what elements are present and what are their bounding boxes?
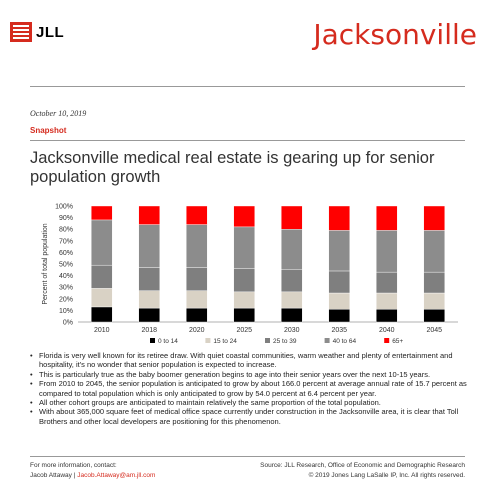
y-axis-title: Percent of total population (42, 223, 49, 304)
footer-contact: For more information, contact: Jacob Att… (30, 461, 155, 481)
bar-segment (233, 226, 255, 269)
bar-segment (328, 230, 350, 272)
bar-segment (281, 229, 303, 270)
bullet-item: Florida is very well known for its retir… (30, 351, 475, 370)
bullet-list: Florida is very well known for its retir… (30, 351, 475, 426)
y-tick-label: 90% (59, 215, 73, 222)
bar-segment (91, 205, 113, 221)
bar-segment (423, 292, 445, 310)
legend-label: 15 to 24 (213, 338, 237, 345)
bar-segment (376, 292, 398, 310)
contact-separator: | (73, 472, 76, 479)
population-chart: 0% 10% 20% 30% 40% 50% 60% 70% 80% 90% 100% Percent… (42, 204, 458, 345)
contact-email-link[interactable]: Jacob.Attaway@am.jll.com (77, 472, 156, 479)
bar-segment (281, 269, 303, 293)
bullet-item: This is particularly true as the baby bo… (30, 370, 475, 380)
legend-swatch (265, 338, 270, 343)
x-tick-label: 2040 (379, 327, 395, 334)
source-text: Source: JLL Research, Office of Economic… (260, 462, 465, 469)
bar-segment (186, 307, 208, 323)
x-tick-label: 2018 (141, 327, 157, 334)
bar-segment (328, 292, 350, 310)
x-tick-label: 2020 (189, 327, 205, 334)
jll-logo: JLL (10, 22, 64, 42)
report-date: October 10, 2019 (30, 109, 87, 118)
bar-segment (91, 288, 113, 308)
bar-segment (376, 309, 398, 323)
y-tick-label: 30% (59, 285, 73, 292)
bar-segment (138, 307, 160, 323)
bar-segment (423, 309, 445, 323)
x-tick-label: 2045 (426, 327, 442, 334)
contact-label: For more information, contact: (30, 462, 117, 469)
bar-segment (423, 271, 445, 294)
bullet-item: All other cohort groups are anticipated … (30, 398, 475, 408)
bar-segment (328, 270, 350, 294)
x-tick-label: 2030 (284, 327, 300, 334)
legend-swatch (205, 338, 211, 343)
bar-segment (423, 205, 445, 231)
jll-logo-mark (10, 22, 32, 42)
bullet-item: From 2010 to 2045, the senior population… (30, 379, 475, 398)
bar-segment (233, 307, 255, 323)
copyright-text: © 2019 Jones Lang LaSalle IP, Inc. All r… (308, 472, 465, 479)
legend-label: 65+ (392, 338, 403, 345)
legend-swatch (384, 338, 390, 343)
y-tick-label: 60% (59, 250, 73, 257)
legend-label: 40 to 64 (333, 338, 357, 345)
bar-segment (233, 205, 255, 228)
section-rule (30, 140, 465, 141)
header-rule (30, 86, 465, 87)
bar-segment (91, 264, 113, 289)
bar-segment (423, 230, 445, 273)
contact-name: Jacob Attaway (30, 472, 72, 479)
bar-segment (376, 271, 398, 294)
bar-segment (281, 307, 303, 323)
bar-segment (233, 268, 255, 293)
bar-segment (186, 205, 208, 225)
bar-segment (138, 267, 160, 291)
bar-segment (376, 205, 398, 231)
bar-segment (138, 224, 160, 268)
bullet-item: With about 365,000 square feet of medica… (30, 407, 475, 426)
section-label: Snapshot (30, 126, 67, 135)
jll-logo-text: JLL (36, 23, 65, 41)
headline: Jacksonville medical real estate is gear… (30, 149, 435, 186)
x-tick-label: 2010 (94, 327, 110, 334)
x-tick-label: 2025 (236, 327, 252, 334)
legend-swatch (150, 338, 155, 343)
city-title: Jacksonville (313, 18, 477, 51)
bar-segment (233, 291, 255, 309)
bar-segment (328, 205, 350, 231)
bar-segment (186, 224, 208, 268)
bar-segment (186, 290, 208, 309)
bar-segment (138, 205, 160, 225)
y-tick-label: 20% (59, 296, 73, 303)
x-tick-label: 2035 (331, 327, 347, 334)
legend-swatch (324, 338, 330, 343)
bar-segment (91, 306, 113, 323)
y-tick-label: 80% (59, 227, 73, 234)
y-tick-label: 0% (63, 320, 73, 327)
y-tick-label: 10% (59, 308, 73, 315)
bar-segment (376, 230, 398, 273)
y-tick-label: 40% (59, 273, 73, 280)
legend-label: 25 to 39 (273, 338, 297, 345)
footer-source: Source: JLL Research, Office of Economic… (260, 461, 465, 481)
bar-segment (328, 309, 350, 323)
y-tick-label: 70% (59, 238, 73, 245)
footer-rule (30, 456, 465, 457)
y-tick-label: 50% (59, 262, 73, 269)
legend-label: 0 to 14 (158, 338, 178, 345)
bar-segment (138, 290, 160, 309)
y-tick-label: 100% (55, 204, 73, 211)
bar-segment (186, 267, 208, 291)
bar-segment (281, 291, 303, 309)
bar-segment (281, 205, 303, 230)
bar-segment (91, 219, 113, 266)
